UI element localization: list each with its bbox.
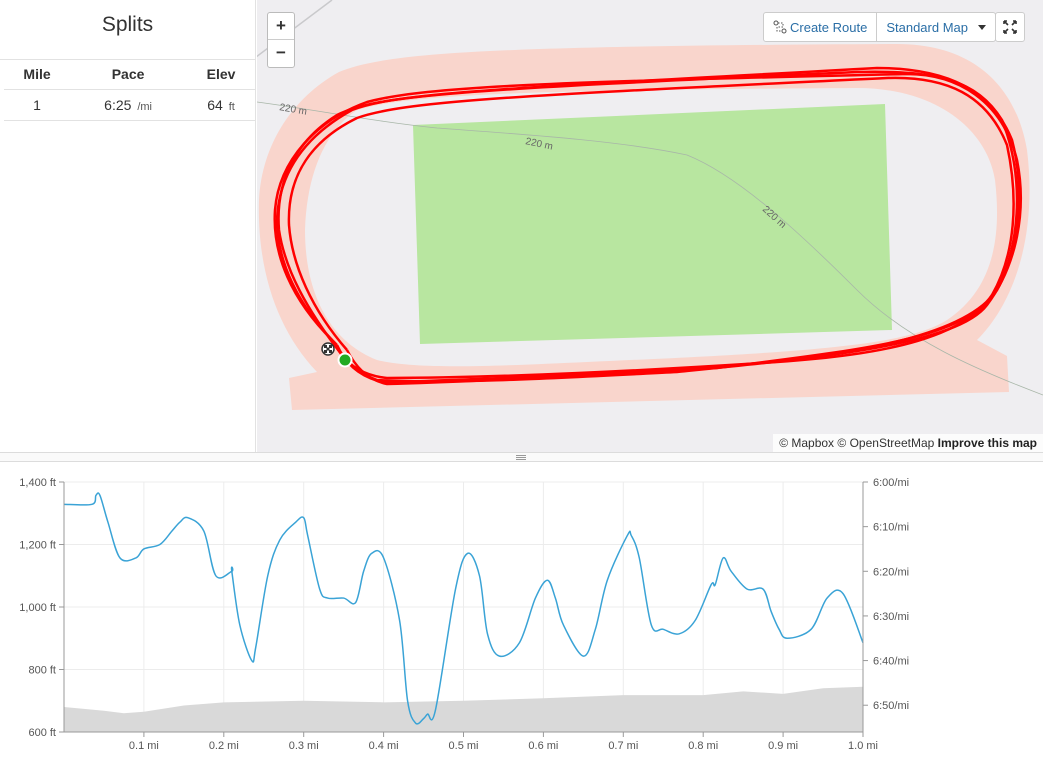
y-left-tick-label: 1,000 ft [19,602,56,614]
splits-panel: Splits Mile Pace Elev 1 6:25 /mi 64 ft [0,0,256,452]
field-area [413,104,892,344]
col-pace: Pace [70,60,187,90]
split-pace-value: 6:25 [104,96,132,113]
x-tick-label: 0.1 mi [129,740,159,752]
splits-title: Splits [0,0,255,60]
y-left-tick-label: 800 ft [28,665,56,677]
splits-header-row: Mile Pace Elev [4,60,256,90]
y-left-tick-label: 600 ft [28,727,56,739]
split-elev: 64 ft [186,89,256,121]
pace-elevation-chart: 0.1 mi 0.2 mi 0.3 mi 0.4 mi 0.5 mi 0.6 mi 0.7 … [0,462,1043,772]
split-elev-value: 64 [207,96,223,113]
y-right-tick-label: 6:50/mi [873,700,909,712]
map-style-label: Standard Map [886,19,968,35]
map-attribution: © Mapbox © OpenStreetMap Improve this ma… [773,434,1043,452]
zoom-out-button[interactable]: − [276,43,286,62]
create-route-button[interactable]: Create Route [763,12,878,42]
panel-resize-handle[interactable] [0,452,1043,462]
x-tick-label: 0.3 mi [289,740,319,752]
contour-line [257,101,1043,396]
y-left-tick-label: 1,200 ft [19,540,56,552]
route-map[interactable]: 220 m 220 m 220 m + − [257,0,1043,452]
y-right-tick-label: 6:40/mi [873,656,909,668]
y-right-tick-label: 6:00/mi [873,477,909,489]
route-icon [773,20,787,34]
improve-map-link[interactable]: Improve this map [937,436,1037,450]
split-pace: 6:25 /mi [70,89,187,121]
elevation-area [64,686,863,732]
x-tick-label: 1.0 mi [848,740,878,752]
x-tick-label: 0.2 mi [209,740,239,752]
contour-label: 220 m [278,102,307,118]
x-tick-label: 0.9 mi [768,740,798,752]
grip-icon [516,455,526,460]
create-route-label: Create Route [790,19,868,35]
x-tick-label: 0.6 mi [528,740,558,752]
zoom-control: + − [267,12,295,68]
x-tick-label: 0.7 mi [608,740,638,752]
chart-ticks: 0.1 mi 0.2 mi 0.3 mi 0.4 mi 0.5 mi 0.6 mi 0.7 … [19,477,909,752]
y-right-tick-label: 6:20/mi [873,566,909,578]
col-elev: Elev [186,60,256,90]
split-elev-unit: ft [228,100,235,113]
y-right-tick-label: 6:30/mi [873,611,909,623]
start-marker[interactable] [337,352,353,368]
x-tick-label: 0.4 mi [369,740,399,752]
y-left-tick-label: 1,400 ft [19,477,56,489]
map-canvas[interactable]: 220 m 220 m 220 m [257,0,1043,452]
split-pace-unit: /mi [137,100,152,113]
x-tick-label: 0.8 mi [688,740,718,752]
y-right-tick-label: 6:10/mi [873,522,909,534]
map-style-dropdown[interactable]: Standard Map [877,12,996,42]
pace-line [63,492,864,725]
x-tick-label: 0.5 mi [449,740,479,752]
zoom-in-button[interactable]: + [268,13,294,40]
map-toolbar: Create Route Standard Map [763,12,996,42]
chart-canvas: 0.1 mi 0.2 mi 0.3 mi 0.4 mi 0.5 mi 0.6 mi 0.7 … [19,477,909,752]
expand-icon [1003,20,1017,34]
mapbox-credit-link[interactable]: © Mapbox [779,436,835,450]
osm-credit-link[interactable]: © OpenStreetMap [837,436,935,450]
splits-table: Mile Pace Elev 1 6:25 /mi 64 ft [4,60,256,121]
fullscreen-button[interactable] [995,12,1025,42]
table-row[interactable]: 1 6:25 /mi 64 ft [4,89,256,121]
caret-down-icon [978,24,986,30]
route-path [273,66,1022,386]
finish-marker[interactable] [321,342,335,356]
split-mile: 1 [4,89,71,121]
col-mile: Mile [4,60,71,90]
